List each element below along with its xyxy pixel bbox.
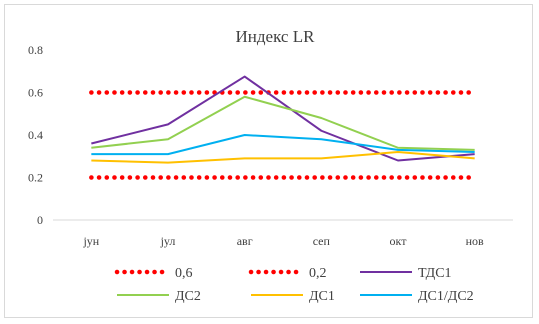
x-tick-label: авг — [237, 234, 253, 248]
axes: 0 0.2 0.4 0.6 0.8 јун јул авг сеп окт нов — [28, 43, 513, 248]
series-group — [89, 75, 477, 180]
legend-label-1: 0,6 — [175, 266, 193, 281]
line-chart: Индекс LR 0 0.2 0.4 0.6 0.8 јун јул авг сеп окт но… — [28, 27, 513, 304]
y-tick-label: 0.4 — [28, 128, 43, 142]
y-tick-label: 0.2 — [28, 171, 43, 185]
legend-label-2: 0,2 — [309, 266, 327, 281]
x-tick-label: нов — [466, 234, 484, 248]
legend-label-6: ДС1/ДС2 — [418, 289, 474, 304]
x-tick-label: сеп — [313, 234, 331, 248]
chart-frame: Индекс LR 0 0.2 0.4 0.6 0.8 јун јул авг сеп окт но… — [4, 4, 533, 318]
legend: 0,6 0,2 ТДС1 ДС2 ДС1 ДС1/ДС2 — [114, 266, 474, 304]
series-line-3 — [91, 75, 475, 162]
legend-label-4: ДС2 — [175, 289, 201, 304]
y-tick-label: 0.6 — [28, 86, 43, 100]
chart-title: Индекс LR — [236, 27, 316, 46]
y-tick-label: 0 — [37, 213, 43, 227]
x-tick-label: јул — [160, 234, 176, 248]
legend-label-5: ДС1 — [309, 289, 335, 304]
x-tick-label: окт — [390, 234, 408, 248]
series-line-4 — [91, 95, 475, 151]
series-line-5 — [91, 151, 475, 164]
series-line-6 — [91, 134, 475, 156]
legend-label-3: ТДС1 — [418, 266, 452, 281]
y-tick-label: 0.8 — [28, 43, 43, 57]
x-tick-label: јун — [82, 234, 99, 248]
